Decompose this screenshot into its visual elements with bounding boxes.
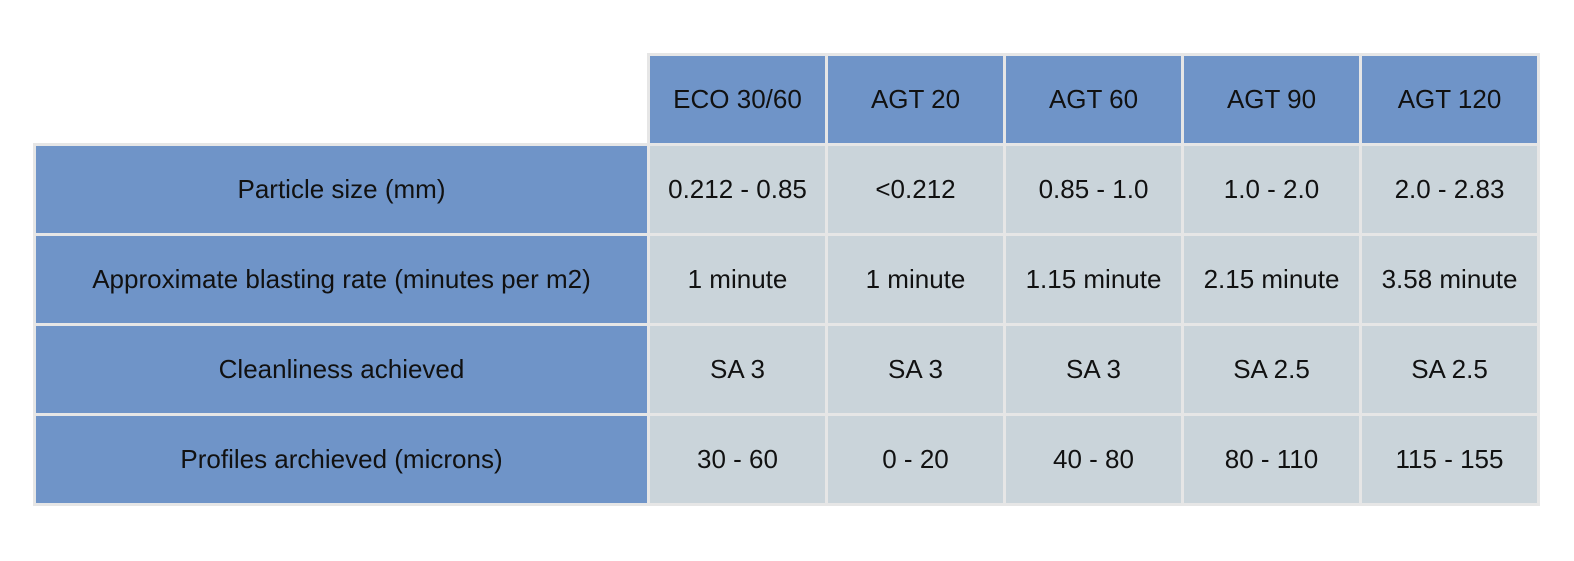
table-row: Particle size (mm) 0.212 - 0.85 <0.212 0… — [33, 143, 1540, 236]
table-cell: SA 3 — [825, 323, 1006, 416]
column-header: AGT 20 — [825, 53, 1006, 146]
empty-corner-cell — [33, 53, 650, 146]
header-row: ECO 30/60 AGT 20 AGT 60 AGT 90 AGT 120 — [33, 53, 1540, 146]
table-cell: 0 - 20 — [825, 413, 1006, 506]
column-header: AGT 90 — [1181, 53, 1362, 146]
table-cell: 30 - 60 — [647, 413, 828, 506]
table-cell: 80 - 110 — [1181, 413, 1362, 506]
abrasive-spec-table: ECO 30/60 AGT 20 AGT 60 AGT 90 AGT 120 P… — [33, 53, 1540, 506]
column-header: ECO 30/60 — [647, 53, 828, 146]
table-cell: SA 3 — [647, 323, 828, 416]
table-cell: 115 - 155 — [1359, 413, 1540, 506]
table-cell: 1 minute — [647, 233, 828, 326]
row-label: Profiles archieved (microns) — [33, 413, 650, 506]
table-cell: 40 - 80 — [1003, 413, 1184, 506]
table-cell: 2.0 - 2.83 — [1359, 143, 1540, 236]
table-cell: SA 3 — [1003, 323, 1184, 416]
column-header: AGT 120 — [1359, 53, 1540, 146]
table-cell: 2.15 minute — [1181, 233, 1362, 326]
table-cell: 1.15 minute — [1003, 233, 1184, 326]
column-header: AGT 60 — [1003, 53, 1184, 146]
table-cell: SA 2.5 — [1181, 323, 1362, 416]
row-label: Particle size (mm) — [33, 143, 650, 236]
row-label: Cleanliness achieved — [33, 323, 650, 416]
table-row: Approximate blasting rate (minutes per m… — [33, 233, 1540, 326]
spec-table-container: ECO 30/60 AGT 20 AGT 60 AGT 90 AGT 120 P… — [33, 53, 1540, 506]
table-cell: 0.212 - 0.85 — [647, 143, 828, 236]
table-row: Profiles archieved (microns) 30 - 60 0 -… — [33, 413, 1540, 506]
row-label: Approximate blasting rate (minutes per m… — [33, 233, 650, 326]
table-cell: 1 minute — [825, 233, 1006, 326]
table-row: Cleanliness achieved SA 3 SA 3 SA 3 SA 2… — [33, 323, 1540, 416]
table-cell: SA 2.5 — [1359, 323, 1540, 416]
table-cell: 0.85 - 1.0 — [1003, 143, 1184, 236]
table-cell: <0.212 — [825, 143, 1006, 236]
table-cell: 3.58 minute — [1359, 233, 1540, 326]
table-cell: 1.0 - 2.0 — [1181, 143, 1362, 236]
